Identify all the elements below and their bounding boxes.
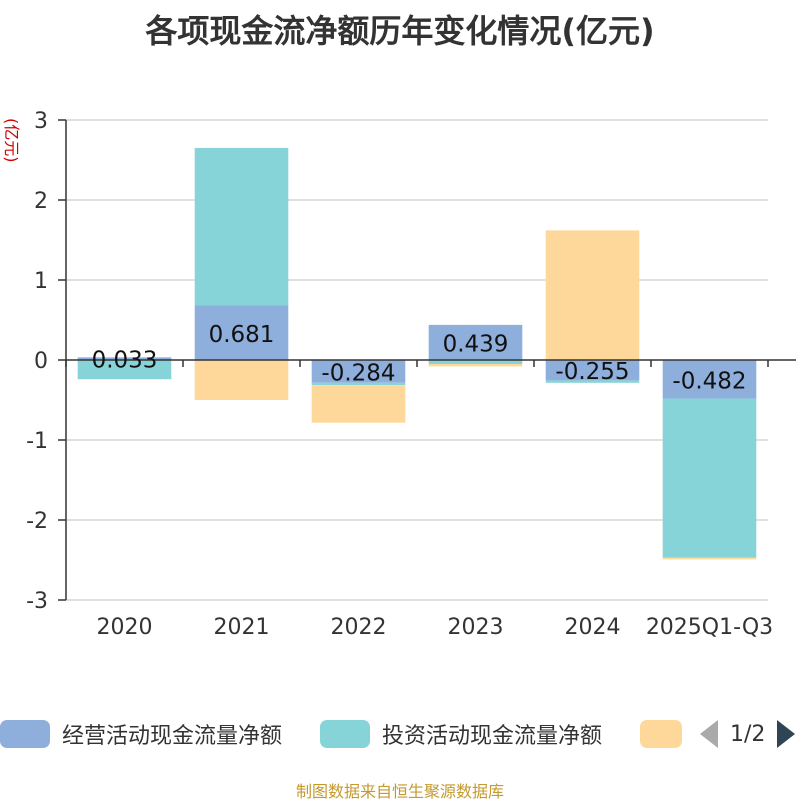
next-page-icon[interactable]: [777, 720, 796, 748]
bar-2-2022: [311, 382, 406, 386]
bar-2-2024: [545, 380, 640, 383]
bar-3-2024: [545, 230, 640, 360]
legend: 经营活动现金流量净额 投资活动现金流量净额: [0, 716, 800, 752]
data-label: 0.681: [209, 322, 275, 348]
bar-1-2020: [77, 357, 172, 360]
data-label: -0.255: [555, 359, 629, 385]
y-tick-label: -3: [26, 589, 48, 614]
bar-2-2021: [194, 147, 289, 306]
bar-2-2023: [428, 360, 523, 364]
bar-1-2025Q1-Q3: [662, 360, 757, 399]
y-tick-label: -2: [26, 509, 48, 534]
data-label: -0.482: [672, 368, 746, 394]
y-tick-label: 1: [34, 269, 48, 294]
bar-1-2024: [545, 360, 640, 381]
legend-item-investing[interactable]: 投资活动现金流量净额: [320, 716, 602, 752]
y-axis-label: (亿元): [2, 118, 21, 163]
legend-item-financing[interactable]: [640, 716, 682, 752]
x-tick-label: 2025Q1-Q3: [646, 615, 773, 640]
x-tick-label: 2023: [448, 615, 504, 640]
legend-swatch-investing: [320, 720, 370, 748]
chart-title: 各项现金流净额历年变化情况(亿元): [145, 12, 655, 50]
bar-1-2022: [311, 360, 406, 383]
bar-2-2020: [77, 360, 172, 380]
y-tick-label: -1: [26, 429, 48, 454]
y-tick-label: 0: [34, 349, 48, 374]
bar-3-2025Q1-Q3: [662, 557, 757, 560]
y-tick-label: 3: [34, 109, 48, 134]
source-note: 制图数据来自恒生聚源数据库: [295, 782, 504, 801]
bar-3-2021: [194, 360, 289, 400]
data-label: -0.284: [321, 360, 395, 386]
bar-1-2021: [194, 305, 289, 360]
y-tick-label: 2: [34, 189, 48, 214]
legend-pager: 1/2: [700, 716, 796, 752]
x-tick-label: 2022: [331, 615, 387, 640]
legend-swatch-financing: [640, 720, 682, 748]
legend-item-operating[interactable]: 经营活动现金流量净额: [0, 716, 282, 752]
bar-1-2023: [428, 324, 523, 360]
x-tick-label: 2024: [565, 615, 621, 640]
data-label: 0.033: [92, 348, 158, 374]
legend-label-operating: 经营活动现金流量净额: [62, 724, 283, 749]
data-label: 0.439: [443, 331, 509, 357]
x-tick-label: 2021: [214, 615, 270, 640]
x-tick-label: 2020: [97, 615, 153, 640]
bar-3-2022: [311, 385, 406, 423]
bar-2-2025Q1-Q3: [662, 398, 757, 558]
legend-swatch-operating: [0, 720, 50, 748]
chart-plot: 3 2 1 0 -1 -2 -3 (亿元) 0.033 0.681 -0.284 0.439 -0.25…: [2, 109, 796, 640]
legend-label-investing: 投资活动现金流量净额: [382, 724, 603, 749]
page-indicator: 1/2: [730, 721, 766, 747]
bar-3-2023: [428, 364, 523, 367]
prev-page-icon[interactable]: [700, 720, 718, 748]
